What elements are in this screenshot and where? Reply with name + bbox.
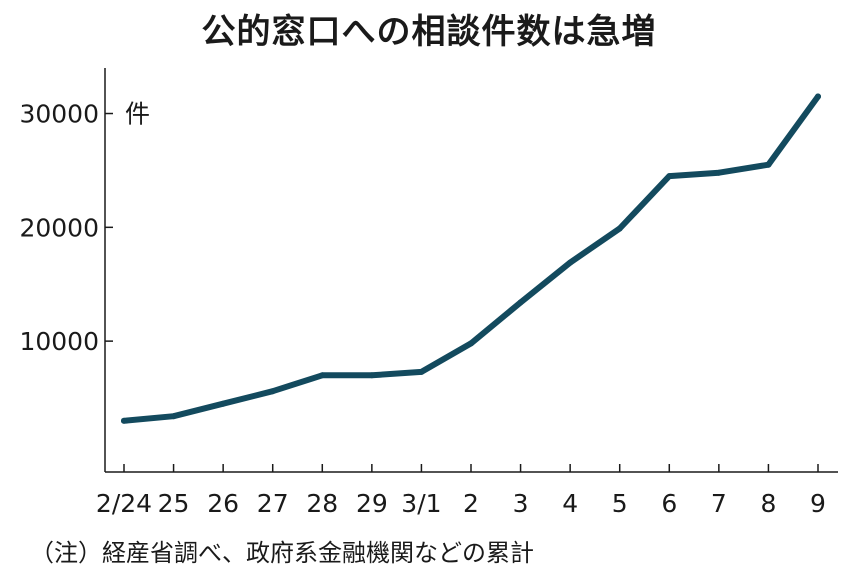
unit-label: 件 xyxy=(125,100,150,129)
data-point xyxy=(418,368,425,375)
x-tick-label: 25 xyxy=(158,489,190,518)
x-tick-label: 27 xyxy=(257,489,289,518)
x-tick-label: 8 xyxy=(760,489,776,518)
data-point xyxy=(319,372,326,379)
x-tick-label: 4 xyxy=(562,489,578,518)
y-ticks: 10000 20000 30000 xyxy=(19,100,113,356)
data-point xyxy=(368,372,375,379)
x-tick-label: 28 xyxy=(306,489,338,518)
data-point xyxy=(468,340,474,347)
x-tick-label: 2 xyxy=(463,489,479,518)
data-point xyxy=(616,225,623,232)
data-point xyxy=(269,388,276,395)
series-line xyxy=(121,93,821,424)
data-point xyxy=(220,400,227,407)
x-tick-label: 29 xyxy=(356,489,388,518)
x-tick-label: 9 xyxy=(810,489,826,518)
data-point xyxy=(715,169,722,176)
data-point xyxy=(170,413,177,420)
data-point xyxy=(815,93,821,100)
x-tick-label: 6 xyxy=(661,489,677,518)
chart-note: （注）経産省調べ、政府系金融機関などの累計 xyxy=(30,539,534,567)
x-tick-label: 2/24 xyxy=(96,489,152,518)
chart-title: 公的窓口への相談件数は急増 xyxy=(201,12,657,52)
data-point xyxy=(517,299,524,306)
x-tick-label: 3/1 xyxy=(401,489,441,518)
data-point xyxy=(121,417,127,424)
x-ticks: 2/24 25 26 27 28 29 3/1 2 3 4 5 6 7 8 9 xyxy=(96,464,826,518)
x-tick-label: 3 xyxy=(513,489,529,518)
x-tick-label: 7 xyxy=(711,489,727,518)
data-point xyxy=(765,161,772,168)
series xyxy=(121,93,821,424)
x-tick-label: 5 xyxy=(612,489,628,518)
x-tick-label: 26 xyxy=(207,489,239,518)
y-tick-label: 20000 xyxy=(19,213,99,242)
y-tick-label: 30000 xyxy=(19,100,99,129)
y-tick-label: 10000 xyxy=(19,327,99,356)
data-point xyxy=(567,259,574,266)
data-point xyxy=(666,173,673,180)
